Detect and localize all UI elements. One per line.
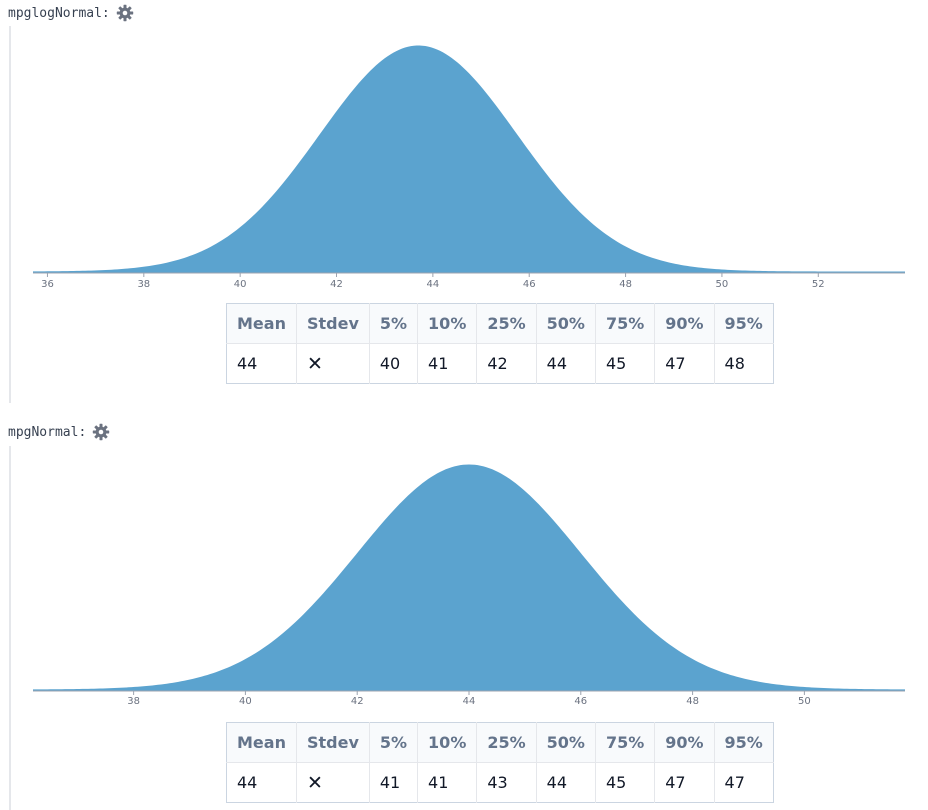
- distribution-chart: 38 40 42 44 46 48 50: [33, 464, 905, 707]
- distribution-block-mpgnormal: mpgNormal: 38 40 42 44 46 48 50 Mean Stdev 5% 10%…: [0, 420, 928, 810]
- stats-header-cell: 5%: [368, 722, 418, 763]
- stats-table: Mean Stdev 5% 10% 25% 50% 75% 90% 95% 44 ✕ 41 41 43 4…: [226, 722, 774, 803]
- gear-icon[interactable]: [92, 423, 110, 441]
- stdev-unavailable-icon: ✕: [295, 762, 370, 803]
- stats-value-cell: 45: [594, 762, 655, 803]
- stdev-unavailable-icon: ✕: [295, 343, 370, 384]
- stats-table: Mean Stdev 5% 10% 25% 50% 75% 90% 95% 44 ✕ 40 41 42 4…: [226, 303, 774, 384]
- stats-header-cell: 25%: [476, 303, 537, 344]
- x-tick-label: 42: [330, 279, 343, 290]
- x-tick-label: 44: [427, 279, 440, 290]
- stats-value-cell: 41: [417, 762, 477, 803]
- x-tick-label: 50: [716, 279, 729, 290]
- x-tick-label: 40: [234, 279, 247, 290]
- stats-value-row: 44 ✕ 41 41 43 44 45 47 47: [226, 762, 774, 803]
- stats-header-cell: Stdev: [295, 722, 370, 763]
- stats-value-cell: 44: [535, 343, 596, 384]
- density-area: [33, 464, 905, 691]
- stats-header-cell: Stdev: [295, 303, 370, 344]
- stats-value-cell: 44: [226, 762, 297, 803]
- stats-header-cell: 90%: [654, 722, 715, 763]
- stats-value-cell: 47: [654, 343, 715, 384]
- stats-header-cell: 95%: [713, 722, 774, 763]
- distribution-chart: 36 38 40 42 44 46 48 50 52: [33, 45, 905, 290]
- x-tick-label: 48: [619, 279, 632, 290]
- stats-value-cell: 44: [535, 762, 596, 803]
- x-tick-label: 44: [463, 696, 476, 707]
- stats-value-cell: 47: [654, 762, 715, 803]
- x-tick-label: 46: [574, 696, 587, 707]
- distribution-block-mpglognormal: mpglogNormal: 36 38 40 42 44 46 48 50 52 Mean Std…: [8, 4, 905, 403]
- stats-value-cell: 41: [368, 762, 418, 803]
- stats-header-cell: 75%: [594, 722, 655, 763]
- x-tick-label: 40: [239, 696, 252, 707]
- x-tick-label: 50: [798, 696, 811, 707]
- variable-header: mpgNormal:: [8, 423, 110, 441]
- stats-header-cell: 10%: [417, 722, 477, 763]
- stats-value-cell: 40: [368, 343, 418, 384]
- stats-value-row: 44 ✕ 40 41 42 44 45 47 48: [226, 343, 774, 384]
- variable-name: mpglogNormal:: [8, 5, 110, 21]
- stats-header-cell: 95%: [713, 303, 774, 344]
- stats-header-row: Mean Stdev 5% 10% 25% 50% 75% 90% 95%: [226, 722, 774, 763]
- stats-value-cell: 44: [226, 343, 297, 384]
- stats-value-cell: 48: [713, 343, 774, 384]
- stats-value-cell: 41: [417, 343, 477, 384]
- x-tick-label: 38: [127, 696, 140, 707]
- gear-icon[interactable]: [116, 4, 134, 22]
- stats-header-cell: 90%: [654, 303, 715, 344]
- stats-header-cell: 25%: [476, 722, 537, 763]
- x-tick-label: 46: [523, 279, 536, 290]
- x-tick-label: 38: [137, 279, 150, 290]
- x-tick-label: 48: [686, 696, 699, 707]
- stats-value-cell: 47: [713, 762, 774, 803]
- block-left-border: [9, 446, 11, 810]
- stats-header-cell: 5%: [368, 303, 418, 344]
- variable-header: mpglogNormal:: [8, 4, 134, 22]
- stats-header-cell: Mean: [226, 303, 297, 344]
- density-area: [33, 45, 905, 273]
- stats-header-cell: 50%: [535, 722, 596, 763]
- stats-value-cell: 45: [594, 343, 655, 384]
- x-tick-label: 36: [41, 279, 54, 290]
- x-tick-label: 42: [351, 696, 364, 707]
- stats-header-cell: 50%: [535, 303, 596, 344]
- stats-value-cell: 43: [476, 762, 537, 803]
- variable-name: mpgNormal:: [8, 424, 87, 440]
- stats-header-cell: 10%: [417, 303, 477, 344]
- stats-header-cell: 75%: [594, 303, 655, 344]
- block-left-border: [9, 26, 11, 403]
- stats-header-cell: Mean: [226, 722, 297, 763]
- stats-value-cell: 42: [476, 343, 537, 384]
- x-tick-label: 52: [812, 279, 825, 290]
- stats-header-row: Mean Stdev 5% 10% 25% 50% 75% 90% 95%: [226, 303, 774, 344]
